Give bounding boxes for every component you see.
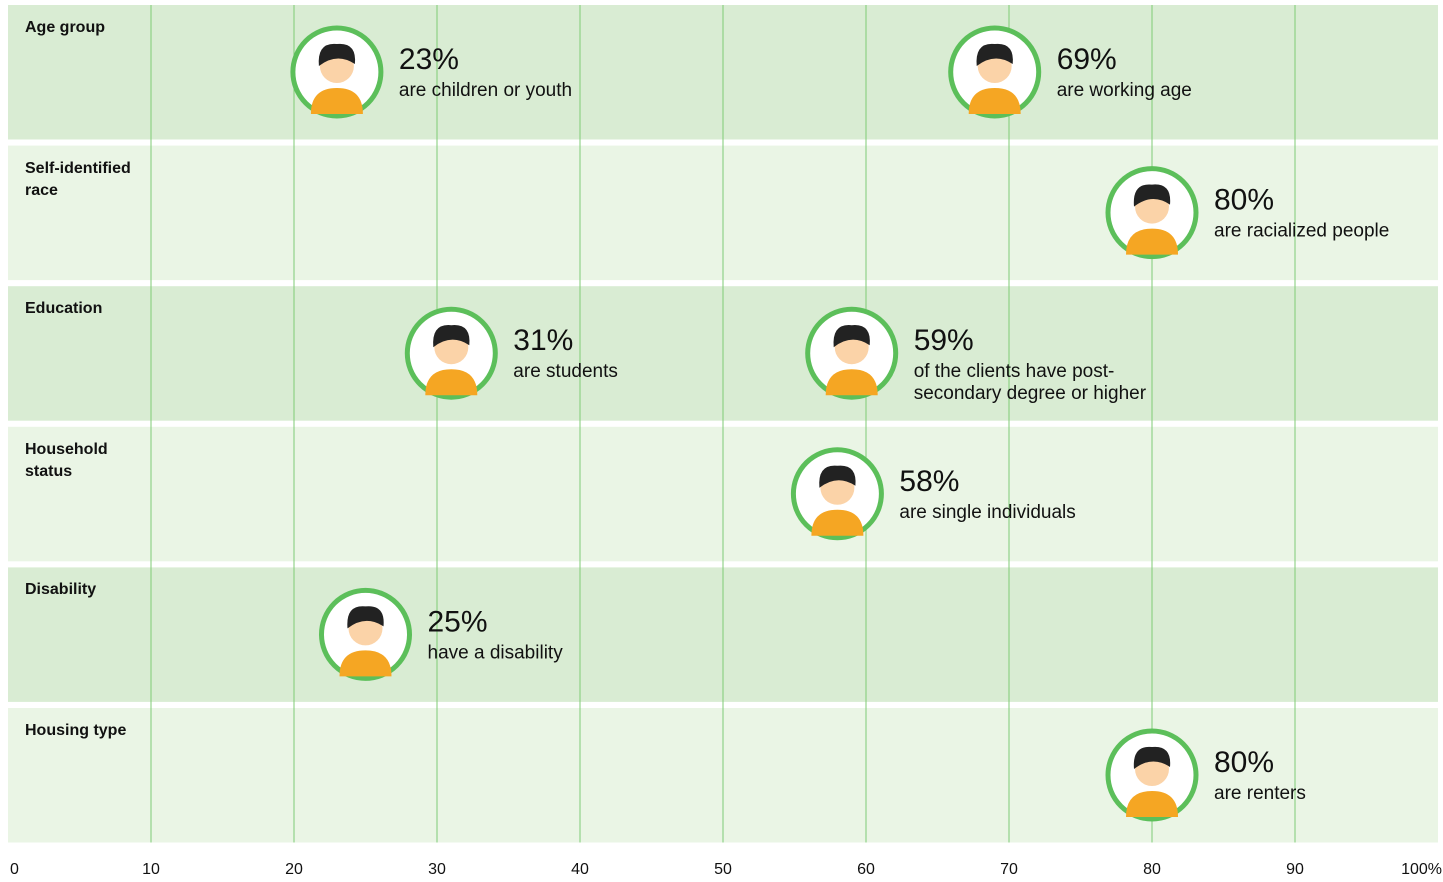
person-icon: [425, 369, 478, 396]
person-hair: [1133, 184, 1171, 207]
marker: 80% are renters: [1105, 728, 1306, 822]
marker: 23% are children or youth: [290, 25, 572, 119]
description: secondary degree or higher: [914, 383, 1147, 404]
row-label: Age group: [25, 19, 105, 36]
row-label: Housing type: [25, 722, 127, 739]
person-icon: [968, 88, 1021, 114]
person-icon: [310, 88, 363, 114]
x-tick-label: 20: [285, 861, 303, 878]
person-icon: [825, 369, 878, 396]
marker: 31% are students: [404, 306, 618, 400]
x-tick-label: 100%: [1401, 861, 1442, 878]
person-hair: [1133, 746, 1171, 769]
person-icon: [811, 509, 864, 536]
person-icon: [1126, 791, 1178, 817]
row-label: Disability: [25, 581, 97, 599]
row-label: Self-identified race: [25, 159, 131, 199]
person-hair: [433, 325, 470, 348]
x-tick-label: 10: [142, 861, 160, 878]
value-label: 80%: [1214, 746, 1274, 779]
description: are single individuals: [899, 502, 1075, 523]
person-hair: [976, 43, 1013, 66]
marker: 59% of the clients have post-secondary de…: [805, 306, 1147, 404]
value-label: 31%: [513, 324, 573, 357]
row-label: Household status: [25, 440, 108, 480]
description: are racialized people: [1214, 221, 1389, 242]
row-label: Education: [25, 300, 103, 318]
person-hair: [318, 43, 356, 66]
person-icon: [1126, 228, 1178, 255]
x-tick-label: 90: [1286, 861, 1304, 878]
marker: 25% have a disability: [319, 587, 564, 681]
value-label: 23%: [399, 43, 459, 76]
x-tick-label: 40: [571, 861, 589, 878]
description: are renters: [1214, 783, 1306, 804]
person-hair: [819, 465, 856, 488]
marker: 69% are working age: [948, 25, 1192, 119]
person-hair: [833, 325, 870, 348]
x-tick-label: 80: [1143, 861, 1161, 878]
x-tick-label: 0: [10, 861, 19, 878]
description: have a disability: [428, 642, 564, 663]
marker: 58% are single individuals: [790, 447, 1076, 541]
value-label: 59%: [914, 324, 974, 357]
description: are children or youth: [399, 80, 572, 101]
marker: 80% are racialized people: [1105, 166, 1389, 260]
x-tick-label: 60: [857, 861, 875, 878]
description: of the clients have post-: [914, 361, 1115, 382]
value-label: 69%: [1057, 43, 1117, 76]
person-hair: [347, 606, 384, 629]
value-label: 58%: [899, 465, 959, 498]
x-tick-label: 30: [428, 861, 446, 878]
description: are students: [513, 361, 618, 382]
value-label: 25%: [428, 605, 488, 638]
person-icon: [339, 650, 392, 677]
description: are working age: [1057, 80, 1192, 101]
x-tick-label: 50: [714, 861, 732, 878]
value-label: 80%: [1214, 184, 1274, 217]
x-tick-label: 70: [1000, 861, 1018, 878]
